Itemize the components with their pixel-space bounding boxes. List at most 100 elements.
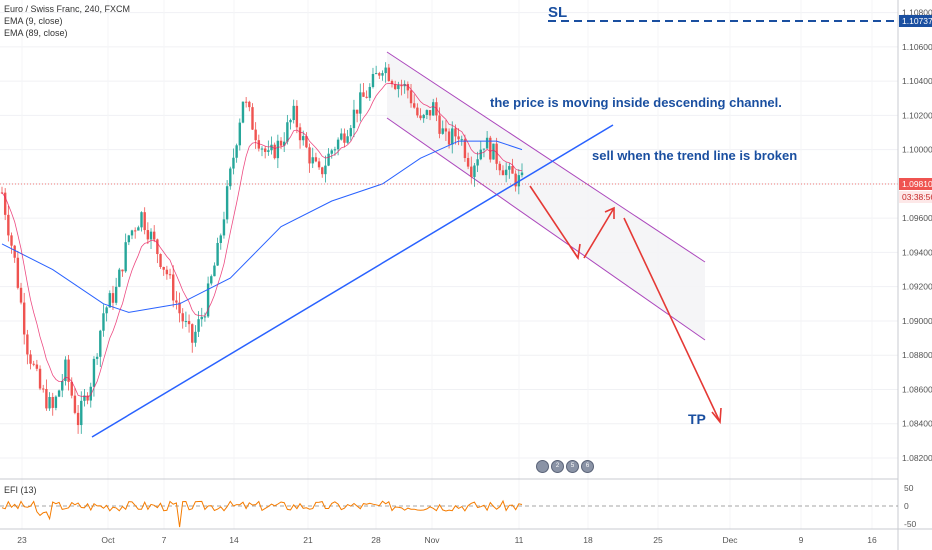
- candle-body: [54, 396, 58, 408]
- candle-body: [409, 90, 413, 104]
- candle-body: [276, 140, 280, 159]
- candle-body: [241, 101, 245, 123]
- candle-body: [498, 163, 502, 171]
- candle-body: [229, 168, 232, 187]
- projection-arrows: [529, 185, 722, 425]
- candle-body: [422, 114, 425, 119]
- event-badge-icon[interactable]: 6: [581, 460, 594, 473]
- candle-body: [308, 147, 311, 164]
- candle-body: [473, 165, 476, 177]
- time-tick-label: 23: [17, 535, 27, 545]
- candle-body: [29, 354, 32, 364]
- candle-body: [70, 381, 73, 396]
- countdown-tag-bg: [899, 191, 932, 203]
- candle-body: [292, 105, 295, 121]
- price-tick-label: 1.08800: [902, 350, 932, 360]
- grid: [0, 0, 898, 529]
- efi-legend[interactable]: EFI (13): [4, 485, 37, 495]
- candle-body: [279, 140, 283, 146]
- candle-body: [254, 129, 257, 141]
- efi-line: [1, 499, 523, 528]
- candle-body: [137, 227, 140, 231]
- time-tick-label: 11: [515, 535, 524, 545]
- candle-body: [99, 330, 102, 357]
- candle-body: [489, 137, 492, 160]
- candle-body: [355, 109, 359, 114]
- candle-body: [42, 388, 45, 390]
- time-tick-label: 9: [799, 535, 804, 545]
- candle-body: [181, 313, 184, 322]
- candle-body: [178, 302, 181, 314]
- candle-body: [197, 319, 200, 332]
- candle-body: [121, 269, 124, 272]
- candle-body: [216, 242, 219, 266]
- candle-body: [184, 321, 188, 323]
- candle-body: [419, 115, 422, 119]
- candle-body: [387, 67, 391, 81]
- candle-body: [244, 101, 248, 103]
- symbol-title[interactable]: Euro / Swiss Franc, 240, FXCM: [4, 4, 131, 14]
- candle-body: [374, 73, 378, 75]
- candle-body: [314, 157, 318, 162]
- time-tick-label: Oct: [101, 535, 115, 545]
- price-axis[interactable]: 1.10800 1.10600 1.10400 1.10200 1.10000 1.098…: [902, 8, 932, 463]
- current-price-tag: 1.09810: [902, 179, 932, 189]
- time-tick-label: Nov: [424, 535, 440, 545]
- candle-body: [35, 364, 39, 369]
- candle-body: [349, 128, 352, 137]
- candle-body: [390, 80, 394, 85]
- time-tick-label: Dec: [722, 535, 738, 545]
- candle-body: [463, 139, 467, 159]
- candle-body: [368, 86, 372, 98]
- efi-tick-label: 0: [904, 501, 909, 511]
- candle-body: [289, 120, 292, 123]
- candle-body: [7, 214, 10, 236]
- candle-body: [232, 157, 235, 169]
- candle-body: [330, 150, 333, 154]
- candle-body: [397, 85, 400, 90]
- candle-body: [73, 395, 77, 413]
- chart-legend: Euro / Swiss Franc, 240, FXCM EMA (9, cl…: [4, 3, 130, 39]
- time-tick-label: 25: [653, 535, 663, 545]
- candle-body: [317, 161, 321, 168]
- price-tick-label: 1.10600: [902, 42, 932, 52]
- candle-body: [352, 109, 356, 129]
- price-tick-label: 1.10000: [902, 145, 932, 155]
- event-badge-icon[interactable]: 2: [551, 460, 564, 473]
- candle-body: [270, 144, 273, 151]
- ema9-legend[interactable]: EMA (9, close): [4, 16, 63, 26]
- event-badge-icon[interactable]: 5: [566, 460, 579, 473]
- candle-body: [438, 115, 441, 134]
- candle-body: [365, 96, 368, 98]
- candle-body: [32, 363, 35, 365]
- candle-body: [492, 143, 495, 160]
- price-tick-label: 1.10400: [902, 76, 932, 86]
- candle-body: [51, 396, 54, 408]
- candle-body: [305, 136, 308, 148]
- candle-body: [485, 137, 489, 149]
- candle-body: [45, 389, 48, 409]
- candle-body: [428, 110, 432, 116]
- time-axis[interactable]: 23 Oct 7 14 21 28 Nov 11 18 25 Dec 9 16: [17, 535, 877, 545]
- candle-body: [235, 145, 238, 158]
- trend-line: [91, 124, 614, 438]
- candle-body: [172, 274, 175, 301]
- candle-body: [222, 219, 226, 236]
- candle-body: [248, 101, 251, 108]
- candle-body: [504, 169, 508, 176]
- candle-body: [267, 150, 270, 152]
- candle-body: [22, 302, 26, 335]
- candle-body: [191, 324, 194, 343]
- event-badge-icon[interactable]: [536, 460, 549, 473]
- event-badges[interactable]: 2 5 6: [536, 460, 594, 473]
- candle-body: [359, 92, 362, 114]
- candle-body: [520, 172, 524, 176]
- candle-body: [495, 143, 498, 164]
- candle-body: [340, 133, 343, 140]
- candle-body: [219, 235, 222, 243]
- candle-body: [130, 230, 134, 236]
- candle-body: [13, 245, 16, 258]
- ema89-legend[interactable]: EMA (89, close): [4, 28, 68, 38]
- note-trendline: sell when the trend line is broken: [592, 148, 797, 163]
